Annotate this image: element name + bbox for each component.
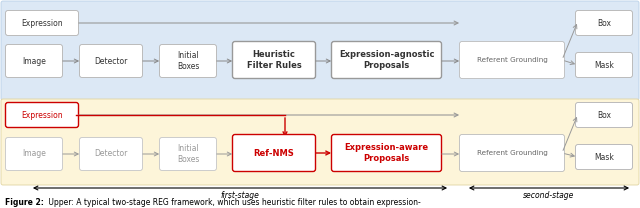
Text: Ref-NMS: Ref-NMS xyxy=(253,149,294,157)
FancyBboxPatch shape xyxy=(79,137,143,171)
FancyBboxPatch shape xyxy=(575,10,632,36)
Text: Box: Box xyxy=(597,110,611,120)
FancyBboxPatch shape xyxy=(332,135,442,172)
FancyBboxPatch shape xyxy=(575,145,632,170)
Text: Referent Grounding: Referent Grounding xyxy=(477,57,547,63)
Text: Image: Image xyxy=(22,150,46,158)
Text: first-stage: first-stage xyxy=(221,191,259,200)
FancyBboxPatch shape xyxy=(1,1,639,100)
Text: Initial
Boxes: Initial Boxes xyxy=(177,144,199,164)
FancyBboxPatch shape xyxy=(6,103,79,128)
Text: Heuristic
Filter Rules: Heuristic Filter Rules xyxy=(246,50,301,70)
Text: Image: Image xyxy=(22,57,46,66)
FancyBboxPatch shape xyxy=(232,135,316,172)
FancyBboxPatch shape xyxy=(79,45,143,78)
Text: Detector: Detector xyxy=(94,150,128,158)
FancyBboxPatch shape xyxy=(460,42,564,78)
Text: Box: Box xyxy=(597,19,611,27)
FancyBboxPatch shape xyxy=(6,45,63,78)
FancyBboxPatch shape xyxy=(575,103,632,128)
FancyBboxPatch shape xyxy=(460,135,564,172)
Text: Mask: Mask xyxy=(594,61,614,69)
Text: Figure 2:: Figure 2: xyxy=(5,198,44,207)
FancyBboxPatch shape xyxy=(1,99,639,185)
FancyBboxPatch shape xyxy=(6,137,63,171)
Text: Referent Grounding: Referent Grounding xyxy=(477,150,547,156)
Text: Expression: Expression xyxy=(21,19,63,27)
Text: second-stage: second-stage xyxy=(524,191,575,200)
FancyBboxPatch shape xyxy=(232,42,316,78)
Text: Initial
Boxes: Initial Boxes xyxy=(177,51,199,71)
FancyBboxPatch shape xyxy=(575,52,632,78)
Text: Expression-aware
Proposals: Expression-aware Proposals xyxy=(344,143,429,163)
FancyBboxPatch shape xyxy=(332,42,442,78)
FancyBboxPatch shape xyxy=(159,45,216,78)
Text: Expression: Expression xyxy=(21,110,63,120)
FancyBboxPatch shape xyxy=(6,10,79,36)
Text: Detector: Detector xyxy=(94,57,128,66)
Text: Mask: Mask xyxy=(594,152,614,161)
Text: Expression-agnostic
Proposals: Expression-agnostic Proposals xyxy=(339,50,435,70)
FancyBboxPatch shape xyxy=(159,137,216,171)
Text: Upper: A typical two-stage REG framework, which uses heuristic filter rules to o: Upper: A typical two-stage REG framework… xyxy=(46,198,420,207)
